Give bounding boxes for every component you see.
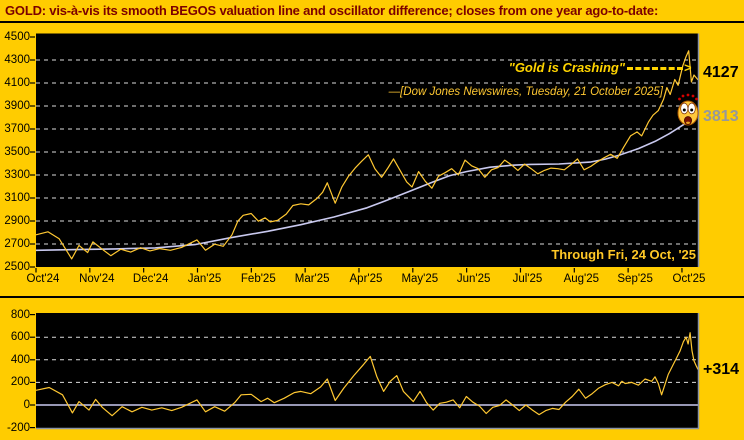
main-y-axis-label: 3900 [4,100,30,112]
gold-price-line [35,50,699,260]
month-label: Feb'25 [240,273,276,285]
month-label: Oct'25 [672,273,706,285]
oscillator-y-axis-label: 0 [23,399,30,411]
main-y-axis-label: 2700 [4,238,30,250]
oscillator-y-axis-label: 800 [10,308,30,321]
news-source-annotation: —[Dow Jones Newswires, Tuesday, 21 Octob… [388,86,663,98]
month-label: Dec'24 [132,273,169,285]
main-y-axis-label: 3100 [4,192,30,204]
month-label: Oct'24 [26,273,60,285]
panel-separator-rule [0,296,744,298]
month-label: Jul'25 [512,273,543,285]
month-label: Jun'25 [456,273,491,285]
main-y-axis-label: 4100 [4,77,30,89]
oscillator-line [35,332,699,417]
month-label: Aug'25 [563,273,600,285]
oscillator-y-axis-label: 400 [10,353,30,366]
title-rule [0,21,744,23]
main-y-axis-label: 2900 [4,215,30,227]
month-label: Apr'25 [349,273,383,285]
main-y-axis-label: 3700 [4,123,30,135]
oscillator-y-axis-label: 200 [10,376,30,389]
chart-title: GOLD: vis-à-vis its smooth BEGOS valuati… [5,3,659,18]
shocked-face-emoji [677,93,699,126]
main-y-axis-label: 3300 [4,169,30,181]
main-y-axis-label: 3500 [4,146,30,158]
dashed-arrow-head: > [684,60,692,75]
oscillator-value-label: +314 [703,361,740,378]
main-y-axis-label: 4500 [4,31,30,43]
last-price-label: 4127 [703,64,739,81]
main-y-axis-label: 4300 [4,54,30,66]
month-label: Nov'24 [79,273,115,285]
valuation-value-label: 3813 [703,108,739,125]
oscillator-y-axis-label: -200 [6,421,30,434]
smooth-valuation-line [35,115,699,252]
main-y-axis-label: 2500 [4,261,30,273]
through-date-label: Through Fri, 24 Oct, '25 [551,247,696,262]
month-label: Sep'25 [617,273,653,285]
main-plot-area [36,33,698,267]
month-label: May'25 [401,273,439,285]
gold-is-crashing-annotation: "Gold is Crashing" [508,60,625,75]
month-label: Mar'25 [294,273,330,285]
dashed-arrow [627,67,683,70]
month-label: Jan'25 [187,273,222,285]
oscillator-y-axis-label: 600 [10,331,30,344]
